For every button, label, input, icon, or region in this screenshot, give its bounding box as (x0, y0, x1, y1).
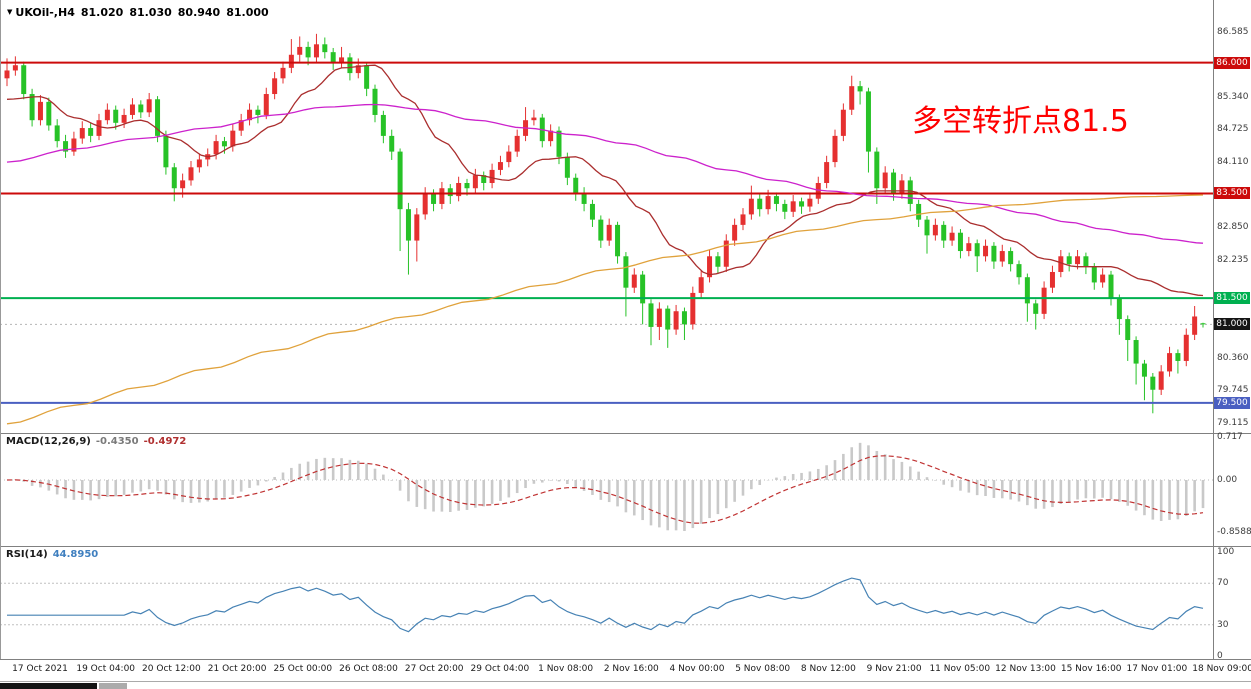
taskbar-button[interactable] (99, 683, 127, 689)
quote-open: 81.020 (80, 6, 124, 19)
time-label: 1 Nov 08:00 (538, 664, 594, 674)
price-level-badge: 81.500 (1214, 292, 1250, 305)
rsi-name: RSI(14) (6, 549, 48, 560)
macd-main-value: -0.4350 (95, 436, 139, 447)
bottom-strip (0, 681, 1251, 689)
price-level-badge: 79.500 (1214, 396, 1250, 409)
macd-signal-value: -0.4972 (143, 436, 187, 447)
time-label: 19 Oct 04:00 (76, 664, 136, 674)
time-axis[interactable]: 17 Oct 2021 19 Oct 04:00 20 Oct 12:00 21 Oc… (0, 660, 1251, 681)
macd-indicator-label: MACD(12,26,9) -0.4350 -0.4972 (6, 436, 186, 447)
rsi-axis-label: 100 (1217, 547, 1235, 557)
time-label: 17 Oct 2021 (12, 664, 68, 674)
macd-axis-label: -0.8588 (1217, 526, 1251, 537)
price-tick-label: 85.340 (1217, 92, 1249, 103)
price-level-badge: 83.500 (1214, 187, 1250, 200)
time-label: 4 Nov 00:00 (669, 664, 725, 674)
time-label: 18 Nov 09:00 (1192, 664, 1251, 674)
time-label: 21 Oct 20:00 (207, 664, 267, 674)
price-tick-label: 82.235 (1217, 254, 1249, 265)
quote-high: 81.030 (129, 6, 172, 19)
price-tick-label: 80.360 (1217, 352, 1249, 363)
price-tick-label: 79.745 (1217, 385, 1249, 395)
price-axis[interactable]: 86.585 85.340 84.725 84.110 82.850 82.235 80.3… (1213, 0, 1251, 661)
rsi-line (7, 577, 1204, 633)
macd-axis-label: 0.00 (1217, 475, 1238, 485)
rsi-axis-label: 30 (1217, 619, 1229, 630)
annotation-text[interactable]: 多空转折点81.5 (912, 104, 1129, 139)
time-label: 12 Nov 13:00 (995, 664, 1056, 674)
price-tick-label: 86.585 (1217, 27, 1249, 37)
macd-signal-line (6, 455, 1204, 524)
time-label: 25 Oct 00:00 (273, 664, 333, 674)
rsi-indicator-label: RSI(14) 44.8950 (6, 549, 98, 560)
symbol-marker-icon: ▼ (7, 8, 13, 16)
time-label: 5 Nov 08:00 (735, 664, 791, 674)
rsi-value: 44.8950 (52, 549, 99, 560)
time-label: 15 Nov 16:00 (1060, 664, 1122, 674)
rsi-axis-label: 0 (1217, 651, 1223, 661)
rsi-axis-label: 70 (1217, 578, 1229, 589)
candlestick-series (4, 33, 1206, 414)
price-tick-label: 79.115 (1217, 417, 1249, 428)
ma-slow-orange (6, 194, 1204, 425)
symbol-period-label: UKOil-,H4 (15, 6, 75, 19)
macd-name: MACD(12,26,9) (6, 436, 91, 447)
ma-fast-red (6, 64, 1204, 297)
price-tick-label: 82.850 (1217, 222, 1249, 233)
time-label: 8 Nov 12:00 (800, 664, 856, 674)
price-tick-label: 84.110 (1217, 156, 1249, 167)
quote-low: 80.940 (177, 6, 221, 19)
time-label: 9 Nov 21:00 (866, 664, 922, 674)
chart-title: ▼ UKOil-,H4 81.020 81.030 80.940 81.000 (7, 6, 269, 19)
macd-axis-label: 0.717 (1217, 432, 1243, 442)
price-level-badge: 81.000 (1214, 318, 1250, 331)
ma-mid-magenta (6, 103, 1204, 244)
price-tick-label: 84.725 (1217, 124, 1249, 135)
quote-close: 81.000 (226, 6, 269, 19)
time-label: 2 Nov 16:00 (603, 664, 659, 674)
time-label: 29 Oct 04:00 (470, 664, 530, 674)
time-label: 26 Oct 08:00 (339, 664, 398, 674)
time-label: 17 Nov 01:00 (1126, 664, 1188, 674)
price-level-badge: 86.000 (1214, 56, 1250, 69)
time-label: 27 Oct 20:00 (404, 664, 464, 674)
macd-histogram (14, 442, 1205, 531)
time-label: 11 Nov 05:00 (929, 664, 991, 674)
time-label: 20 Oct 12:00 (142, 664, 201, 674)
taskbar-fragment (0, 683, 97, 689)
